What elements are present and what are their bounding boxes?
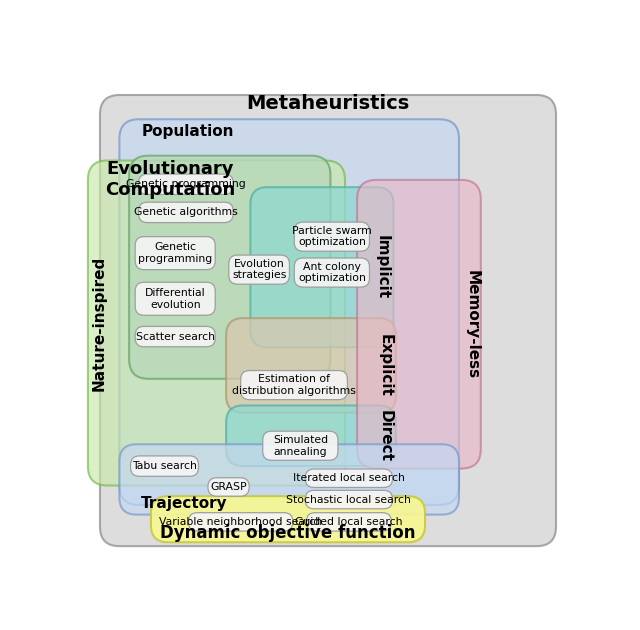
FancyBboxPatch shape [120, 119, 459, 505]
FancyBboxPatch shape [135, 326, 215, 347]
FancyBboxPatch shape [357, 180, 481, 469]
Text: Variable neighborhood search: Variable neighborhood search [159, 517, 323, 527]
FancyBboxPatch shape [250, 187, 394, 347]
Text: Guided local search: Guided local search [295, 517, 403, 527]
FancyBboxPatch shape [305, 469, 392, 488]
FancyBboxPatch shape [228, 255, 289, 284]
Text: Evolution
strategies: Evolution strategies [232, 259, 286, 280]
Text: Scatter search: Scatter search [136, 331, 214, 341]
FancyBboxPatch shape [129, 156, 330, 379]
FancyBboxPatch shape [135, 282, 215, 315]
Text: Implicit: Implicit [374, 235, 389, 299]
FancyBboxPatch shape [263, 431, 338, 461]
Text: Evolutionary
Computation: Evolutionary Computation [105, 161, 236, 199]
FancyBboxPatch shape [294, 258, 369, 287]
Text: Genetic algorithms: Genetic algorithms [134, 207, 237, 217]
FancyBboxPatch shape [135, 237, 215, 270]
Text: Iterated local search: Iterated local search [293, 473, 404, 483]
Text: Differential
evolution: Differential evolution [145, 288, 205, 309]
Text: Dynamic objective function: Dynamic objective function [161, 524, 416, 542]
Text: Tabu search: Tabu search [132, 461, 197, 471]
Text: Genetic
programming: Genetic programming [138, 243, 212, 264]
FancyBboxPatch shape [139, 174, 233, 195]
Text: Trajectory: Trajectory [141, 496, 228, 511]
FancyBboxPatch shape [100, 95, 556, 546]
FancyBboxPatch shape [241, 370, 348, 399]
Text: GRASP: GRASP [211, 482, 247, 492]
FancyBboxPatch shape [208, 478, 249, 496]
Text: Memory-less: Memory-less [465, 270, 479, 379]
FancyBboxPatch shape [305, 490, 392, 509]
FancyBboxPatch shape [139, 202, 233, 222]
Text: Metaheuristics: Metaheuristics [246, 94, 410, 113]
FancyBboxPatch shape [226, 406, 396, 466]
Text: Stochastic local search: Stochastic local search [287, 495, 412, 505]
Text: Ant colony
optimization: Ant colony optimization [298, 261, 366, 284]
Text: Nature-inspired: Nature-inspired [92, 255, 106, 391]
FancyBboxPatch shape [88, 161, 345, 486]
FancyBboxPatch shape [226, 318, 396, 413]
FancyBboxPatch shape [131, 456, 198, 476]
FancyBboxPatch shape [189, 513, 293, 531]
FancyBboxPatch shape [307, 513, 391, 531]
Text: Population: Population [141, 124, 234, 139]
Text: Particle swarm
optimization: Particle swarm optimization [292, 226, 372, 248]
Text: Estimation of
distribution algorithms: Estimation of distribution algorithms [232, 374, 356, 396]
FancyBboxPatch shape [151, 496, 425, 542]
FancyBboxPatch shape [120, 444, 459, 515]
FancyBboxPatch shape [294, 222, 369, 251]
Text: Genetic programming: Genetic programming [126, 180, 246, 189]
Text: Explicit: Explicit [377, 335, 392, 397]
Text: Direct: Direct [377, 410, 392, 462]
Text: Simulated
annealing: Simulated annealing [273, 435, 328, 457]
